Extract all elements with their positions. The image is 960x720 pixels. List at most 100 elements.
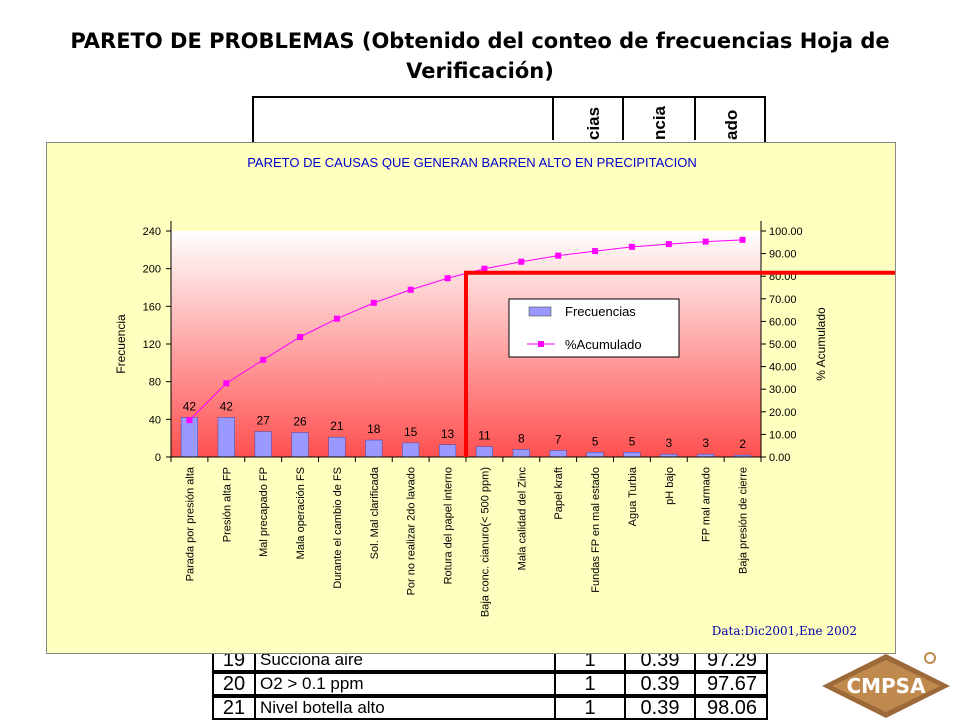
table-divider — [694, 96, 696, 140]
x-tick-label: pH bajo — [664, 467, 676, 505]
legend: Frecuencias %Acumulado — [508, 298, 680, 358]
row-cause: Nivel botella alto — [256, 696, 556, 720]
pareto-chart-panel: PARETO DE CAUSAS QUE GENERAN BARREN ALTO… — [46, 142, 896, 654]
bar-value-label: 8 — [518, 431, 525, 445]
y-tick-label: 160 — [143, 301, 161, 313]
y-tick-label: 240 — [143, 226, 161, 238]
point-acumulado — [665, 241, 672, 248]
y-tick-label: 40 — [149, 414, 161, 426]
bar-frecuencias — [217, 417, 235, 458]
row-frequency: 1 — [556, 672, 626, 696]
logo-text: CMPSA — [846, 674, 926, 698]
table-header-percent: ncia — [650, 105, 669, 140]
x-tick-label: Baja presión de cierre — [738, 467, 750, 574]
bar-value-label: 13 — [441, 427, 455, 441]
row-accumulated: 98.06 — [706, 697, 758, 719]
table-divider — [552, 96, 554, 140]
pareto-chart: PARETO DE CAUSAS QUE GENERAN BARREN ALTO… — [114, 155, 895, 638]
point-acumulado — [223, 380, 230, 387]
y2-tick-label: 10.00 — [769, 429, 797, 441]
y2-tick-label: 40.00 — [769, 362, 797, 374]
row-frequency: 1 — [556, 696, 626, 720]
bar-frecuencias — [254, 431, 272, 458]
point-acumulado — [370, 299, 377, 306]
y2-tick-label: 90.00 — [769, 249, 797, 261]
slide-title: PARETO DE PROBLEMAS (Obtenido del conteo… — [70, 29, 890, 83]
x-tick-label: Papel kraft — [553, 467, 565, 520]
bar-value-label: 2 — [739, 437, 746, 451]
bar-value-label: 42 — [220, 399, 234, 413]
bar-frecuencias — [180, 417, 198, 458]
bar-value-label: 5 — [629, 434, 636, 448]
bar-frecuencias — [291, 432, 309, 458]
bar-value-label: 18 — [367, 422, 381, 436]
row-accumulated: 97.67 — [706, 673, 758, 695]
point-acumulado — [702, 238, 709, 245]
point-acumulado — [628, 243, 635, 250]
point-acumulado — [592, 248, 599, 255]
y2-tick-label: 60.00 — [769, 316, 797, 328]
x-tick-label: Parada por presión alta — [184, 466, 196, 581]
bar-value-label: 15 — [404, 425, 418, 439]
legend-acumulado: %Acumulado — [565, 337, 642, 352]
bar-frecuencias — [475, 446, 493, 458]
chart-title: PARETO DE CAUSAS QUE GENERAN BARREN ALTO… — [247, 155, 697, 170]
point-acumulado — [297, 333, 304, 340]
y2-tick-label: 0.00 — [769, 452, 790, 464]
row-percent: 0.39 — [626, 672, 696, 696]
x-tick-label: Durante el cambio de FS — [332, 467, 344, 589]
row-cause: Succiona aire — [256, 648, 556, 672]
bar-value-label: 27 — [257, 414, 271, 428]
y2-tick-label: 30.00 — [769, 384, 797, 396]
table-row: 20 O2 > 0.1 ppm 1 0.39 97.67 — [212, 672, 768, 696]
x-tick-label: Mala operación FS — [295, 467, 307, 559]
y2-tick-label: 50.00 — [769, 339, 797, 351]
point-acumulado — [444, 275, 451, 282]
y2-tick-label: 100.00 — [769, 226, 803, 238]
x-tick-label: FP mal armado — [701, 467, 713, 542]
point-acumulado — [518, 258, 525, 265]
table-row: 19 Succiona aire 1 0.39 97.29 — [212, 648, 768, 672]
point-acumulado — [739, 236, 746, 243]
point-acumulado — [260, 356, 267, 363]
row-number: 21 — [214, 696, 256, 720]
legend-point-swatch — [538, 341, 544, 347]
logo-diamond-inner — [832, 660, 940, 712]
x-tick-label: Fundas FP en mal estado — [590, 467, 602, 593]
bar-value-label: 21 — [330, 419, 344, 433]
point-acumulado — [481, 265, 488, 272]
point-acumulado — [333, 315, 340, 322]
bar-frecuencias — [512, 449, 530, 458]
bar-value-label: 5 — [592, 434, 599, 448]
x-tick-label: Rotura del papel interno — [443, 467, 455, 584]
y-tick-label: 200 — [143, 264, 161, 276]
bar-frecuencias — [365, 439, 383, 458]
y2-tick-label: 70.00 — [769, 294, 797, 306]
data-source-annotation: Data:Dic2001,Ene 2002 — [712, 624, 857, 638]
row-accumulated: 97.29 — [706, 649, 758, 671]
table-row: 21 Nivel botella alto 1 0.39 98.06 — [212, 696, 768, 720]
x-tick-label: Agua Turbia — [627, 466, 639, 526]
legend-bar-swatch — [528, 306, 552, 317]
x-tick-label: Mala calidad del Zinc — [516, 467, 528, 571]
bar-frecuencias — [586, 452, 604, 458]
y2-tick-label: 20.00 — [769, 407, 797, 419]
bar-frecuencias — [549, 450, 567, 458]
row-frequency: 1 — [556, 648, 626, 672]
y-tick-label: 80 — [149, 377, 161, 389]
bar-frecuencias — [623, 452, 641, 458]
table-header-frequencies: cias — [584, 106, 603, 140]
y-tick-label: 0 — [155, 452, 161, 464]
point-acumulado — [186, 417, 193, 424]
row-percent: 0.39 — [626, 648, 696, 672]
point-acumulado — [555, 252, 562, 259]
bar-value-label: 7 — [555, 432, 562, 446]
y-tick-label: 120 — [143, 339, 161, 351]
x-tick-label: Por no realizar 2do lavado — [406, 467, 418, 595]
legend-frecuencias: Frecuencias — [565, 304, 636, 319]
bar-frecuencias — [402, 442, 420, 458]
table-divider — [622, 96, 624, 140]
x-tick-label: Baja conc. cianuro(< 500 ppm) — [479, 467, 491, 617]
bar-value-label: 42 — [183, 399, 197, 413]
bar-frecuencias — [439, 444, 457, 458]
